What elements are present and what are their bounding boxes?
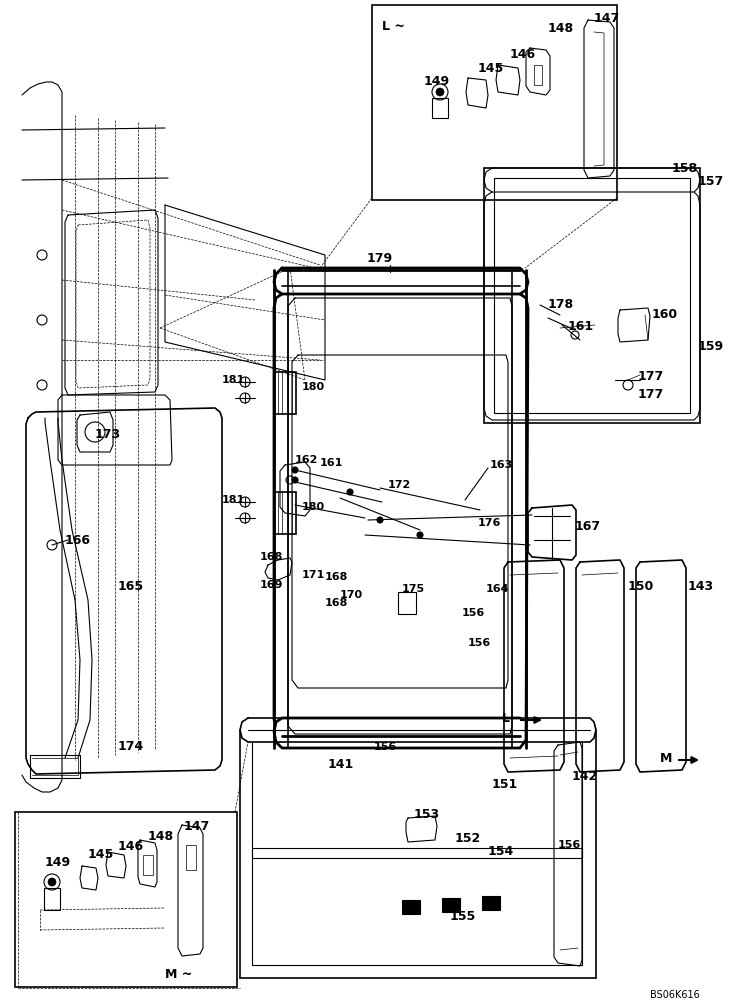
Bar xyxy=(402,900,420,914)
Text: 147: 147 xyxy=(594,12,620,25)
Text: 147: 147 xyxy=(184,820,211,833)
Text: 170: 170 xyxy=(340,590,363,600)
Text: 169: 169 xyxy=(260,580,283,590)
Circle shape xyxy=(347,489,353,495)
Circle shape xyxy=(48,878,56,886)
Text: 148: 148 xyxy=(548,22,574,35)
Bar xyxy=(44,888,60,910)
Text: 164: 164 xyxy=(486,584,510,594)
Text: 156: 156 xyxy=(462,608,485,618)
Circle shape xyxy=(436,88,444,96)
Text: 156: 156 xyxy=(374,742,397,752)
Bar xyxy=(186,845,196,870)
Text: 174: 174 xyxy=(118,740,144,753)
Text: 150: 150 xyxy=(628,580,654,593)
Text: 168: 168 xyxy=(325,598,348,608)
Text: 171: 171 xyxy=(302,570,325,580)
Text: L ~: L ~ xyxy=(382,20,405,33)
Text: 168: 168 xyxy=(260,552,283,562)
Text: 180: 180 xyxy=(302,382,325,392)
Text: 163: 163 xyxy=(490,460,513,470)
Text: 154: 154 xyxy=(488,845,514,858)
Text: 177: 177 xyxy=(638,370,664,383)
Text: 142: 142 xyxy=(572,770,598,783)
Text: 153: 153 xyxy=(414,808,440,821)
Text: 173: 173 xyxy=(95,428,121,441)
Text: 168: 168 xyxy=(325,572,348,582)
Text: 151: 151 xyxy=(492,778,519,791)
Bar xyxy=(274,492,296,534)
Bar xyxy=(494,178,690,413)
Bar xyxy=(372,5,617,200)
Bar xyxy=(398,592,416,614)
Text: 176: 176 xyxy=(478,518,501,528)
Circle shape xyxy=(417,532,423,538)
Text: 149: 149 xyxy=(424,75,450,88)
Text: 156: 156 xyxy=(558,840,581,850)
Text: 181: 181 xyxy=(222,375,246,385)
Text: 143: 143 xyxy=(688,580,714,593)
Text: 172: 172 xyxy=(388,480,411,490)
Circle shape xyxy=(292,477,298,483)
Bar xyxy=(143,855,153,875)
Text: 161: 161 xyxy=(320,458,344,468)
Text: 175: 175 xyxy=(402,584,425,594)
Text: 158: 158 xyxy=(672,162,698,175)
Text: 160: 160 xyxy=(652,308,678,321)
Text: M: M xyxy=(660,752,673,765)
Text: 149: 149 xyxy=(45,856,71,869)
Bar xyxy=(432,98,448,118)
Text: 148: 148 xyxy=(148,830,174,843)
Text: BS06K616: BS06K616 xyxy=(650,990,700,1000)
Text: L: L xyxy=(502,712,510,725)
Text: 156: 156 xyxy=(468,638,491,648)
Text: 146: 146 xyxy=(118,840,144,853)
Bar xyxy=(534,65,542,85)
Text: 161: 161 xyxy=(568,320,594,333)
Text: 178: 178 xyxy=(548,298,574,311)
Text: 179: 179 xyxy=(367,252,393,265)
Text: 155: 155 xyxy=(450,910,476,923)
Text: 141: 141 xyxy=(328,758,354,771)
Text: 165: 165 xyxy=(118,580,144,593)
Text: 177: 177 xyxy=(638,388,664,401)
Text: 145: 145 xyxy=(478,62,504,75)
Text: 180: 180 xyxy=(302,502,325,512)
Bar xyxy=(274,372,296,414)
Bar xyxy=(482,896,500,910)
Text: M ~: M ~ xyxy=(165,968,193,981)
Bar xyxy=(15,812,237,987)
Text: 162: 162 xyxy=(295,455,318,465)
Text: 166: 166 xyxy=(65,534,91,547)
Text: 152: 152 xyxy=(455,832,481,845)
Text: 157: 157 xyxy=(698,175,724,188)
Text: 181: 181 xyxy=(222,495,246,505)
Text: 167: 167 xyxy=(575,520,601,533)
Circle shape xyxy=(292,467,298,473)
Bar xyxy=(484,168,700,423)
Text: 145: 145 xyxy=(88,848,115,861)
Text: 146: 146 xyxy=(510,48,536,61)
Bar xyxy=(442,898,460,912)
Circle shape xyxy=(377,517,383,523)
Text: 159: 159 xyxy=(698,340,724,353)
